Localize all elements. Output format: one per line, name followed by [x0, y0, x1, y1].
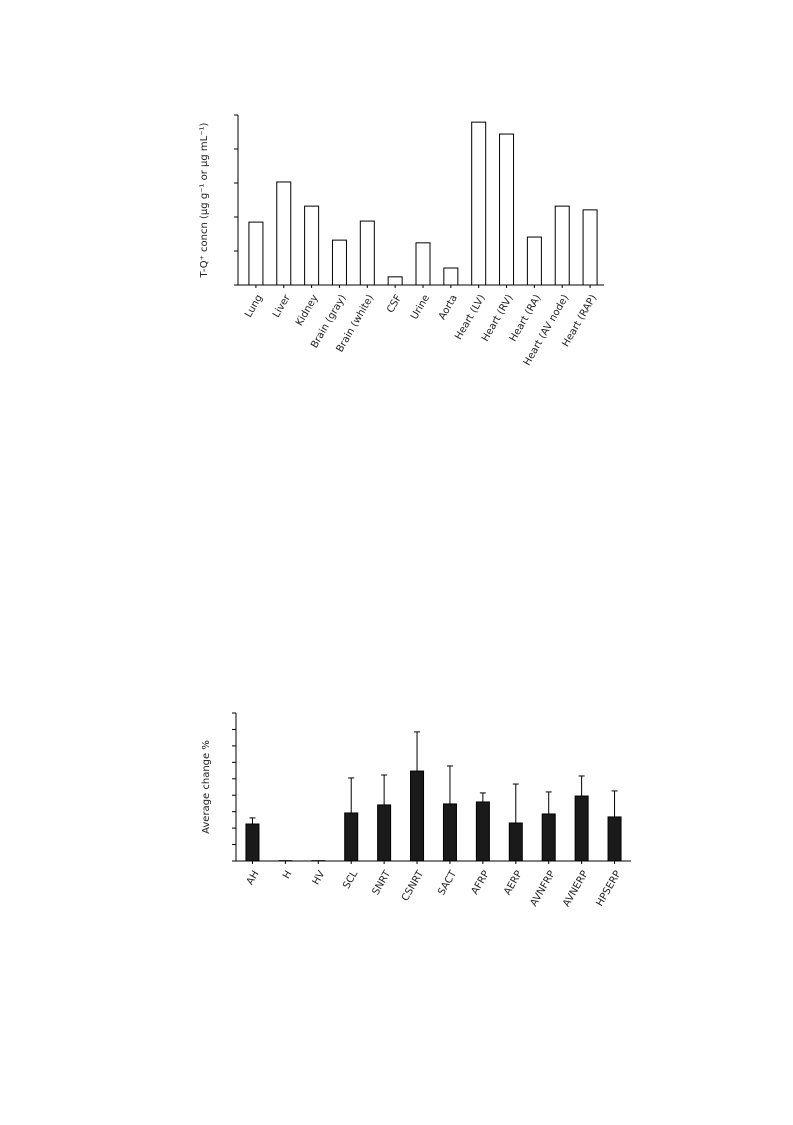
bar: [527, 237, 541, 285]
error-bar: [546, 792, 552, 814]
x-tick-label: CSNRT: [400, 868, 427, 903]
bar: [388, 277, 402, 285]
bar: [246, 824, 259, 861]
x-tick-label: AFRP: [470, 869, 492, 897]
x-tick-label: Lung: [243, 293, 265, 320]
error-bar: [249, 818, 255, 824]
bar: [583, 210, 597, 285]
error-bar: [381, 775, 387, 805]
error-bar: [612, 791, 618, 817]
bar: [542, 814, 555, 861]
bar: [555, 206, 569, 285]
x-tick-label: Aorta: [437, 293, 460, 322]
bar: [249, 222, 263, 285]
bar: [411, 771, 424, 861]
x-tick-label: SNRT: [371, 868, 394, 897]
bar: [378, 805, 391, 861]
x-tick-label: AH: [245, 869, 262, 887]
x-tick-label: HPSERP: [594, 869, 623, 908]
bar: [305, 206, 319, 285]
bar: [575, 796, 588, 861]
x-tick-label: Urine: [409, 293, 432, 322]
bar: [443, 804, 456, 861]
x-tick-label: AERP: [502, 869, 525, 897]
x-tick-label: AVNERP: [561, 869, 590, 909]
y-axis-label: Average change %: [201, 740, 212, 834]
x-tick-label: HV: [311, 869, 328, 887]
x-tick-label: Kidney: [294, 293, 321, 328]
x-tick-label: H: [281, 869, 294, 881]
x-tick-label: SACT: [436, 868, 459, 897]
bar: [360, 221, 374, 285]
bar: [472, 122, 486, 285]
error-bar: [513, 784, 519, 823]
bar: [476, 802, 489, 861]
x-tick-label: AVNFRP: [529, 869, 558, 909]
x-tick-label: SCL: [341, 869, 360, 891]
bar: [332, 240, 346, 285]
bar: [509, 823, 522, 861]
bar: [416, 243, 430, 285]
error-bar: [480, 793, 486, 802]
bar: [277, 182, 291, 285]
bar: [444, 268, 458, 285]
x-tick-label: CSF: [385, 293, 404, 315]
x-tick-label: Liver: [271, 292, 293, 320]
error-bar: [579, 776, 585, 796]
bar: [500, 134, 514, 285]
error-bar: [348, 778, 354, 813]
error-bar: [414, 732, 420, 771]
bar: [608, 817, 621, 861]
error-bar: [447, 766, 453, 804]
bar: [345, 813, 358, 861]
y-axis-label: T-Q⁺ concn (μg g⁻¹ or μg mL⁻¹): [199, 122, 210, 278]
